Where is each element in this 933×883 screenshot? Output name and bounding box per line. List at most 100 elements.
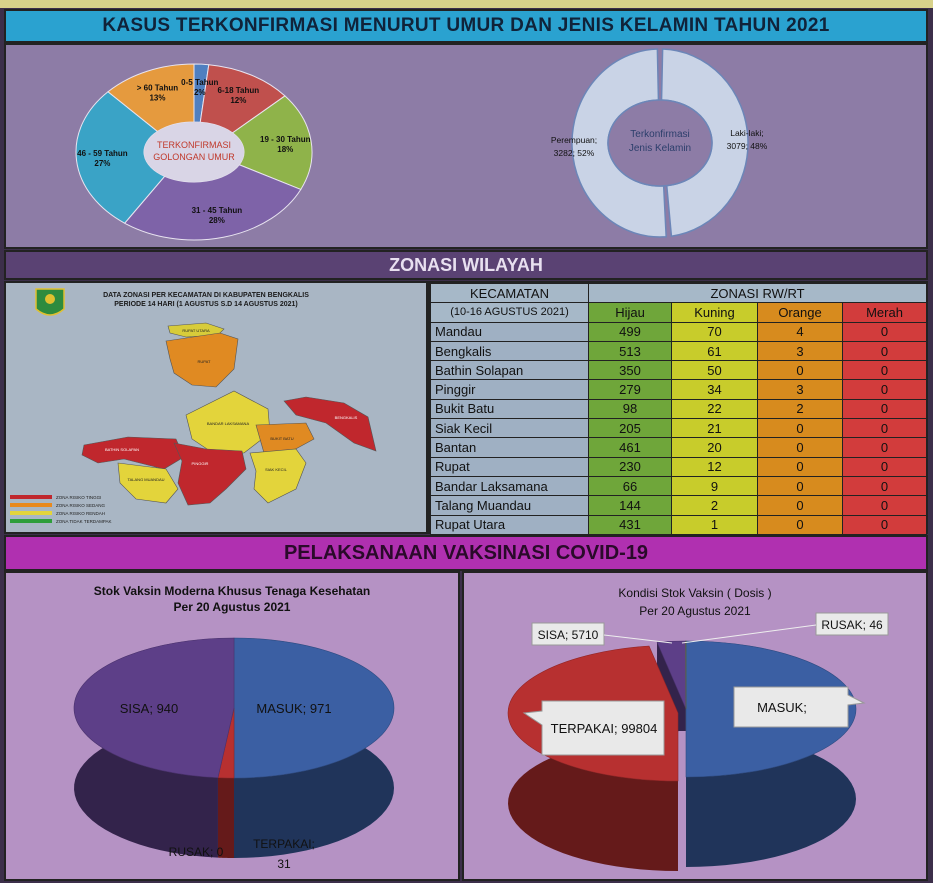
top-strip — [0, 0, 933, 8]
age-slice-label: 19 - 30 Tahun — [260, 135, 311, 144]
sex-label-perempuan-1: Perempuan; — [551, 135, 597, 145]
zonasi-value-cell: 2 — [671, 495, 758, 516]
table-row: Bengkalis 513 61 3 0 — [430, 340, 928, 362]
table-row: Bandar Laksamana 66 9 0 0 — [430, 475, 928, 497]
sex-label-laki-2: 3079; 48% — [727, 141, 768, 151]
region-bathin-solapan — [81, 436, 185, 470]
moderna-label-masuk: MASUK; 971 — [256, 701, 331, 716]
kecamatan-name-cell: Bengkalis — [430, 340, 589, 362]
zonasi-value-cell: 0 — [757, 456, 843, 477]
kecamatan-name-cell: Rupat Utara — [430, 514, 589, 535]
col-orange: Orange — [757, 302, 843, 323]
kecamatan-name-cell: Siak Kecil — [430, 418, 589, 439]
stok-chart-panel: Kondisi Stok Vaksin ( Dosis ) Per 20 Agu… — [462, 571, 928, 881]
region-label-rupat-utara: RUPAT UTARA — [182, 328, 210, 333]
zonasi-section-header: ZONASI WILAYAH — [4, 250, 928, 280]
region-talang-muandau — [117, 462, 179, 504]
kecamatan-name-cell: Bathin Solapan — [430, 360, 589, 381]
vaksin-section-title: PELAKSANAAN VAKSINASI COVID-19 — [283, 541, 649, 564]
legend-label: ZONA RISIKO RENDAH — [56, 511, 105, 516]
zonasi-value-cell: 12 — [671, 456, 758, 477]
zonasi-table: KECAMATAN ZONASI RW/RT (10-16 AGUSTUS 20… — [430, 282, 928, 535]
sex-center-label-2: Jenis Kelamin — [629, 143, 691, 154]
table-row: Talang Muandau 144 2 0 0 — [430, 495, 928, 516]
zonasi-value-cell: 70 — [671, 321, 758, 342]
zonasi-table-panel: KECAMATAN ZONASI RW/RT (10-16 AGUSTUS 20… — [428, 281, 928, 535]
zonasi-value-cell: 2 — [757, 398, 843, 420]
region-label-bengkalis: BENGKALIS — [335, 415, 358, 420]
region-label-bathin-solapan: BATHIN SOLAPAN — [105, 447, 139, 452]
zonasi-value-cell: 0 — [757, 360, 843, 381]
pie-slice — [73, 637, 235, 778]
kecamatan-name-cell: Bandar Laksamana — [430, 475, 589, 497]
period-header: (10-16 AGUSTUS 2021) — [430, 302, 589, 323]
region-label-pinggir: PINGGIR — [192, 461, 209, 466]
age-slice-pct: 18% — [277, 145, 293, 154]
zonasi-value-cell: 4 — [757, 321, 843, 342]
moderna-label-rusak: RUSAK; 0 — [169, 845, 224, 859]
zonasi-value-cell: 0 — [841, 340, 928, 362]
bengkalis-logo-icon — [35, 288, 65, 316]
age-slice-pct: 12% — [230, 96, 246, 105]
age-donut-hole — [144, 122, 244, 182]
age-slice-pct: 27% — [94, 159, 110, 168]
zonasi-value-cell: 3 — [757, 379, 843, 400]
zonasi-table-body: Mandau 499 70 4 0 Bengkalis 513 61 3 0 Bathin Sola… — [430, 321, 928, 535]
legend-label: ZONA RISIKO TINGGI — [56, 495, 101, 500]
stok-callout-terpakai: TERPAKAI; 99804 — [522, 700, 665, 756]
zonasi-value-cell: 0 — [841, 398, 928, 420]
region-label-siak-kecil: SIAK KECIL — [265, 467, 288, 472]
legend-label: ZONA RISIKO SEDANG — [56, 503, 106, 508]
sex-label-laki-1: Laki-laki; — [730, 128, 764, 138]
zonasi-value-cell: 0 — [841, 360, 928, 381]
map-legend: ZONA RISIKO TINGGI ZONA RISIKO SEDANG ZONA… — [10, 495, 112, 524]
zonasi-map: DATA ZONASI PER KECAMATAN DI KABUPATEN B… — [10, 288, 377, 524]
moderna-chart-title-1: Stok Vaksin Moderna Khusus Tenaga Keseha… — [93, 584, 371, 598]
col-kuning: Kuning — [671, 302, 758, 323]
zonasi-value-cell: 0 — [841, 475, 928, 497]
table-row: Rupat Utara 431 1 0 0 — [430, 514, 928, 535]
zonasi-value-cell: 1 — [671, 514, 758, 535]
zonasi-value-cell: 0 — [757, 475, 843, 497]
age-sex-section-header: KASUS TERKONFIRMASI MENURUT UMUR DAN JEN… — [4, 9, 928, 43]
map-title-1: DATA ZONASI PER KECAMATAN DI KABUPATEN B… — [103, 292, 309, 299]
zonasi-value-cell: 205 — [588, 418, 672, 439]
table-row: Bantan 461 20 0 0 — [430, 437, 928, 458]
region-pinggir — [173, 442, 247, 506]
age-center-label-1: TERKONFIRMASI — [157, 140, 231, 150]
stok-chart-title-1: Kondisi Stok Vaksin ( Dosis ) — [618, 586, 772, 600]
region-label-talang-muandau: TALANG MUANDAU — [127, 477, 164, 482]
pie-side — [217, 777, 234, 858]
zonasi-value-cell: 513 — [588, 340, 672, 362]
zonasi-value-cell: 279 — [588, 379, 672, 400]
zonasi-value-cell: 66 — [588, 475, 672, 497]
zonasi-value-cell: 0 — [841, 437, 928, 458]
moderna-label-terpakai-1: TERPAKAI; — [253, 837, 315, 851]
zonasi-section-title: ZONASI WILAYAH — [389, 254, 543, 275]
kecamatan-name-cell: Talang Muandau — [430, 495, 589, 516]
region-label-bandar-laksamana: BANDAR LAKSAMANA — [207, 421, 250, 426]
age-slice-label: 6-18 Tahun — [218, 86, 260, 95]
kecamatan-name-cell: Bantan — [430, 437, 589, 458]
stok-callout-sisa: SISA; 5710 — [531, 622, 673, 646]
map-title-2: PERIODE 14 HARI (1 AGUSTUS S.D 14 AGUSTU… — [114, 301, 297, 308]
zonasi-value-cell: 0 — [757, 495, 843, 516]
table-row: Siak Kecil 205 21 0 0 — [430, 418, 928, 439]
zonasi-map-panel: DATA ZONASI PER KECAMATAN DI KABUPATEN B… — [4, 281, 428, 534]
zonasi-value-cell: 21 — [671, 418, 758, 439]
region-bengkalis — [283, 396, 377, 452]
age-slice-pct: 28% — [209, 216, 225, 225]
stok-chart-title-2: Per 20 Agustus 2021 — [639, 604, 751, 618]
vaksin-section-header: PELAKSANAAN VAKSINASI COVID-19 — [4, 535, 928, 571]
age-slice-pct: 13% — [149, 93, 165, 102]
pie-slice — [233, 637, 395, 779]
zonasi-value-cell: 0 — [757, 437, 843, 458]
table-row: Pinggir 279 34 3 0 — [430, 379, 928, 400]
legend-label: ZONA TIDAK TERDAMPAK — [56, 519, 112, 524]
zonasi-value-cell: 0 — [841, 321, 928, 342]
kecamatan-name-cell: Pinggir — [430, 379, 589, 400]
kecamatan-name-cell: Mandau — [430, 321, 589, 342]
moderna-pie-chart: SISA; 940 MASUK; 971 RUSAK; 0 TERPAKAI; … — [73, 637, 395, 871]
sex-label-perempuan-2: 3282; 52% — [554, 148, 595, 158]
moderna-chart-title-2: Per 20 Agustus 2021 — [173, 600, 291, 614]
